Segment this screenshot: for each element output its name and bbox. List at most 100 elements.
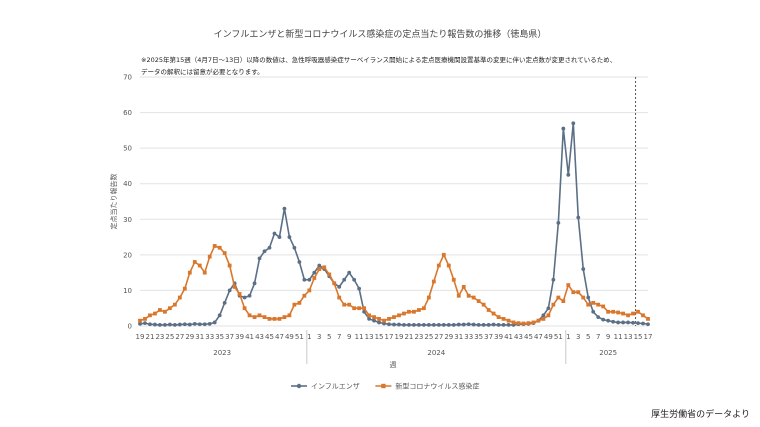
influenza-point: [621, 320, 625, 325]
influenza-point: [302, 277, 307, 282]
influenza-point: [601, 317, 606, 322]
influenza-point: [566, 172, 571, 177]
covid-point: [571, 290, 576, 295]
note-line-1: ※2025年第15週（4月7日～13日）以降の数値は、急性呼吸器感染症サーベイラ…: [141, 56, 617, 64]
covid-legend-marker: [381, 383, 386, 389]
influenza-point: [282, 206, 287, 211]
influenza-point: [397, 322, 401, 327]
covid-point: [451, 277, 456, 282]
influenza-point: [312, 270, 317, 275]
influenza-point: [222, 300, 227, 305]
x-tick-label: 41: [504, 333, 513, 341]
x-tick-label: 19: [136, 333, 145, 341]
x-tick-label: 19: [395, 333, 404, 341]
influenza-point: [292, 245, 297, 250]
covid-point: [526, 321, 531, 326]
covid-point: [581, 295, 586, 300]
x-tick-label: 29: [185, 333, 194, 341]
x-tick-label: 43: [514, 333, 523, 341]
covid-point: [317, 267, 322, 271]
covid-point: [227, 263, 232, 268]
covid-point: [287, 313, 292, 318]
covid-point: [407, 309, 411, 314]
x-tick-label: 1: [566, 333, 570, 341]
x-tick-label: 45: [265, 333, 274, 341]
covid-point: [616, 310, 621, 315]
covid-point: [596, 302, 601, 307]
covid-point: [431, 279, 436, 284]
influenza-point: [596, 315, 601, 320]
influenza-point: [267, 245, 272, 250]
note-line-2: データの解釈には留意が必要となります。: [141, 68, 264, 76]
influenza-point: [342, 277, 347, 282]
x-tick-label: 9: [606, 333, 610, 341]
covid-point: [282, 315, 287, 320]
x-tick-label: 35: [474, 333, 483, 341]
covid-point: [332, 281, 337, 286]
covid-point: [426, 295, 431, 300]
x-tick-label: 35: [215, 333, 224, 341]
covid-line: [139, 244, 649, 325]
covid-point: [456, 293, 461, 298]
covid-point: [476, 299, 481, 303]
influenza-point: [417, 323, 421, 327]
influenza-point: [501, 323, 506, 327]
influenza-point: [247, 293, 252, 298]
x-tick-label: 25: [165, 333, 174, 341]
covid-point: [611, 309, 616, 314]
grid-lines: [140, 76, 648, 327]
x-tick-label: 27: [434, 333, 443, 341]
influenza-point: [506, 323, 511, 327]
covid-point: [586, 302, 591, 307]
influenza-point: [551, 277, 556, 282]
year-label: 2023: [213, 349, 231, 357]
influenza-point: [287, 235, 292, 239]
influenza-point: [556, 220, 561, 225]
y-axis-ticks: 0 10 20 30 40 50 60 70: [123, 74, 132, 331]
covid-point: [486, 308, 491, 312]
y-tick-label: 60: [123, 109, 132, 117]
covid-point: [641, 313, 645, 318]
influenza-point: [182, 322, 187, 327]
influenza-point: [641, 321, 645, 326]
covid-point: [591, 300, 596, 305]
covid-point: [187, 270, 192, 275]
covid-point: [182, 286, 187, 291]
influenza-point: [636, 321, 640, 326]
x-tick-label: 3: [576, 333, 580, 341]
influenza-point: [153, 322, 157, 327]
covid-point: [347, 302, 352, 307]
influenza-point: [626, 320, 630, 325]
influenza-point: [297, 260, 302, 264]
covid-point: [496, 315, 501, 320]
covid-point: [357, 306, 362, 311]
covid-point: [541, 316, 546, 321]
influenza-point: [197, 322, 202, 327]
influenza-point: [496, 323, 501, 327]
legend: インフルエンザ 新型コロナウイルス感染症: [291, 382, 479, 391]
covid-point: [367, 313, 371, 318]
x-tick-label: 17: [385, 333, 394, 341]
covid-point: [172, 302, 177, 307]
covid-point: [372, 315, 376, 320]
influenza-point: [611, 319, 616, 324]
x-tick-label: 45: [524, 333, 533, 341]
covid-point: [377, 316, 381, 321]
x-tick-label: 15: [375, 333, 384, 341]
influenza-point: [212, 320, 217, 325]
influenza-point: [352, 277, 357, 282]
influenza-point: [167, 322, 172, 327]
covid-point: [202, 270, 207, 275]
covid-point: [362, 306, 367, 311]
x-tick-label: 9: [347, 333, 351, 341]
x-tick-label: 11: [355, 333, 364, 341]
covid-point: [441, 252, 446, 257]
x-tick-label: 43: [255, 333, 264, 341]
x-tick-label: 31: [454, 333, 463, 341]
covid-point: [551, 302, 556, 307]
x-tick-label: 27: [175, 333, 184, 341]
influenza-point: [252, 281, 257, 286]
influenza-point: [367, 316, 371, 321]
influenza-point: [471, 322, 476, 327]
influenza-point: [631, 320, 635, 325]
